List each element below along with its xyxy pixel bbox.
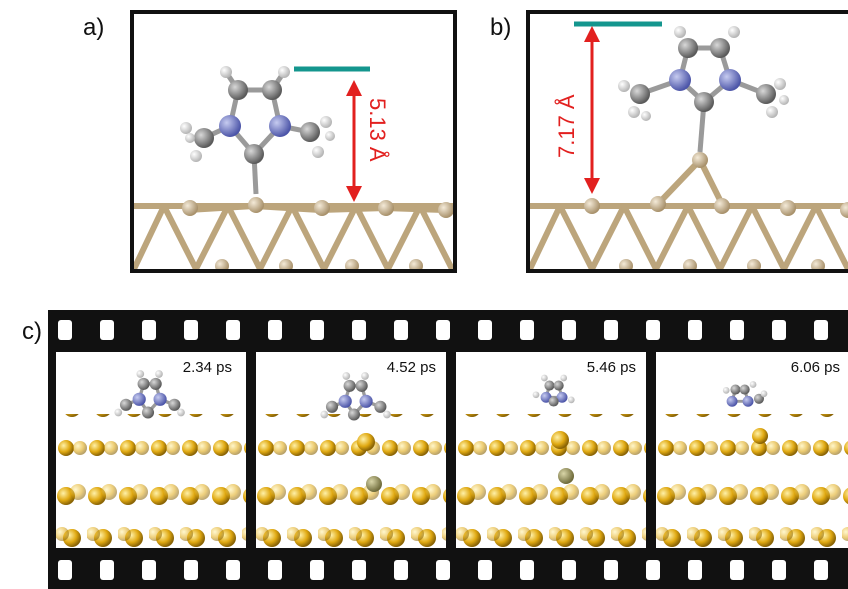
film-frame-4: 6.06 ps [656,352,848,548]
nhc-molecule-frame-4 [722,381,768,407]
film-frame-2: 4.52 ps [256,352,446,548]
nhc-molecule-frame-2 [320,372,391,421]
nhc-molecule-a [180,66,335,195]
distance-arrow-b [584,26,600,194]
frame-2-time: 4.52 ps [387,359,436,376]
frame-1-time: 2.34 ps [183,359,232,376]
nhc-molecule-b [618,26,789,153]
nhc-molecule-frame-1 [114,370,185,419]
distance-label-b: 7.17 Å [554,94,579,158]
metal-lattice-b [530,157,848,269]
panel-b-illustration: 7.17 Å [530,21,848,269]
filmstrip-illustration: 2.34 ps 4.52 ps [56,320,848,580]
metal-lattice-a [134,203,453,269]
frame-3-time: 5.46 ps [587,359,636,376]
sprocket-holes-top [58,320,828,340]
panel-a-illustration: 5.13 Å [134,66,453,269]
metal-atoms-b [584,152,848,269]
panel-a: 5.13 Å [130,10,457,273]
panel-b: 7.17 Å [526,10,848,273]
frame-4-time: 6.06 ps [791,359,840,376]
panel-label-c: c) [22,318,42,345]
film-frame-1: 2.34 ps [56,352,246,548]
film-frame-3: 5.46 ps [456,352,646,548]
nhc-molecule-frame-3 [532,374,575,407]
filmstrip: 2.34 ps 4.52 ps [48,310,848,589]
panel-label-b: b) [490,14,512,41]
distance-arrow-a [346,80,362,202]
distance-label-a: 5.13 Å [365,98,390,162]
metal-atoms-a [182,197,453,269]
sprocket-holes-bottom [58,560,828,580]
panel-label-a: a) [83,14,105,41]
